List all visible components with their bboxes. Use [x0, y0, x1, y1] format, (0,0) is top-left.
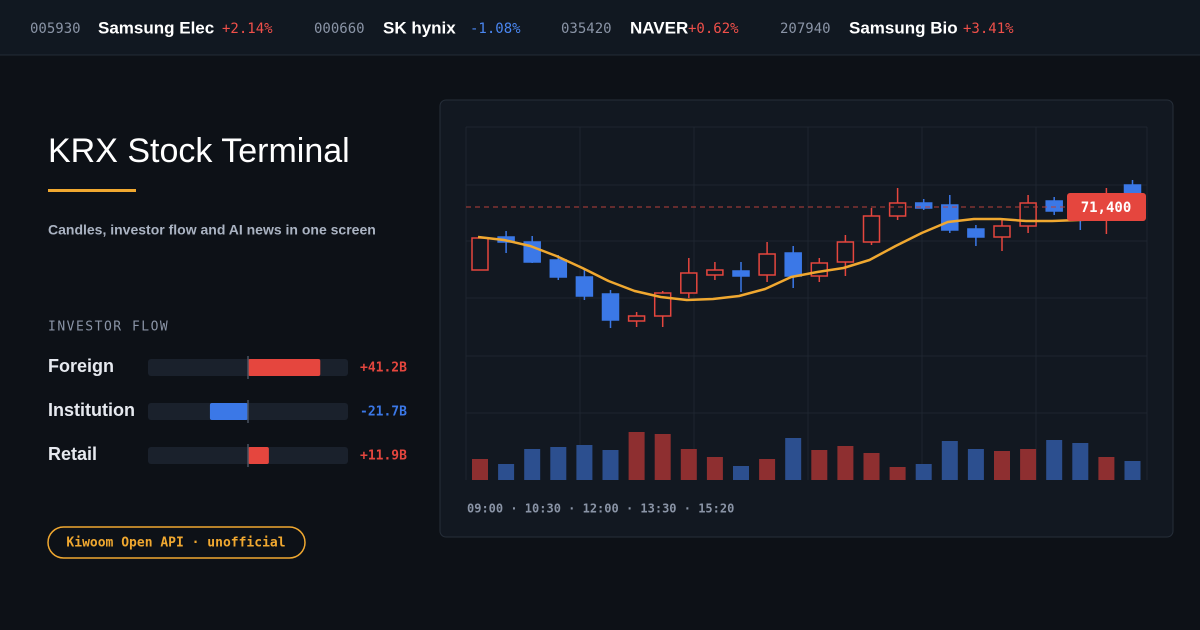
flow-value: -21.7B [360, 405, 407, 420]
candle-body [784, 252, 802, 277]
candle-body [862, 215, 881, 243]
candle-body [836, 241, 855, 263]
volume-bar [785, 438, 802, 480]
volume-bar [1124, 461, 1141, 480]
volume-bar [733, 466, 749, 480]
volume-bar [576, 445, 593, 480]
candle-body [993, 225, 1011, 238]
volume-bar [706, 457, 723, 480]
volume-bar [472, 459, 488, 480]
candle-body [941, 204, 959, 231]
flow-value: +11.9B [360, 449, 407, 464]
volume-bar [941, 441, 958, 480]
last-price-label: 71,400 [1081, 200, 1132, 216]
candle-body [810, 262, 829, 277]
candle-body [627, 315, 646, 322]
badge [47, 526, 306, 559]
volume-bar [811, 450, 828, 480]
volume-bar [550, 447, 567, 480]
flow-value: +41.2B [360, 361, 407, 376]
candle-body [758, 253, 776, 276]
ticker-name: SK hynix [383, 18, 456, 37]
candle-body [888, 202, 907, 217]
moving-average [477, 214, 1131, 302]
flow-name: Institution [48, 400, 135, 420]
volume-bar [498, 464, 515, 480]
ticker-code: 207940 [780, 21, 831, 37]
volume-bar [1046, 440, 1063, 480]
ticker-bar [0, 0, 1200, 55]
chart-panel [439, 99, 1174, 538]
ticker-name: NAVER [630, 18, 688, 37]
volume-bar [602, 450, 619, 480]
ticker-name: Samsung Bio [849, 18, 958, 37]
candle-body [914, 202, 933, 209]
candle-body [706, 269, 724, 276]
volume-bar [994, 451, 1010, 480]
ticker-name: Samsung Elec [98, 18, 214, 37]
last-price-tag [1067, 193, 1146, 221]
flow-bar [248, 359, 321, 376]
ticker-code: 005930 [30, 21, 81, 37]
grid [465, 126, 1148, 480]
title-underline [48, 189, 136, 192]
ticker-code: 035420 [561, 21, 612, 37]
candle-body [601, 293, 620, 321]
volume-bar [524, 449, 541, 480]
x-axis-label: 09:00 · 10:30 · 12:00 · 13:30 · 15:20 [467, 502, 734, 516]
candle-body [549, 259, 568, 278]
flow-title: INVESTOR FLOW [48, 320, 169, 335]
title: KRX Stock Terminal [48, 132, 350, 170]
candle-body [1045, 200, 1063, 212]
candle-body [575, 276, 594, 297]
flow-bar [209, 403, 248, 420]
candle-body [680, 272, 698, 294]
candle-body [732, 270, 750, 277]
subtitle: Candles, investor flow and AI news in on… [48, 222, 376, 238]
flow-name: Foreign [48, 356, 114, 376]
volume-bar [1020, 449, 1037, 480]
ticker-code: 000660 [314, 21, 365, 37]
ticker-change: +2.14% [222, 21, 273, 37]
ticker-change: +0.62% [688, 21, 739, 37]
candle-body [471, 237, 489, 271]
volume-bar [837, 446, 854, 480]
volume-bar [680, 449, 697, 480]
volume-bar [1072, 443, 1089, 480]
ticker-change: +3.41% [963, 21, 1014, 37]
ticker-change: -1.08% [470, 21, 521, 37]
volume-bar [967, 449, 984, 480]
candle-body [1019, 202, 1037, 227]
volume-bar [863, 453, 880, 480]
badge-text: Kiwoom Open API · unofficial [66, 536, 285, 551]
volume-bar [889, 467, 906, 480]
flow-name: Retail [48, 444, 97, 464]
volume-bar [654, 434, 671, 480]
volume-bar [628, 432, 645, 480]
volume-bar [1098, 457, 1115, 480]
volume-bar [759, 459, 776, 480]
flow-bar [248, 447, 269, 464]
candle-body [967, 228, 985, 238]
volume-bar [915, 464, 932, 480]
